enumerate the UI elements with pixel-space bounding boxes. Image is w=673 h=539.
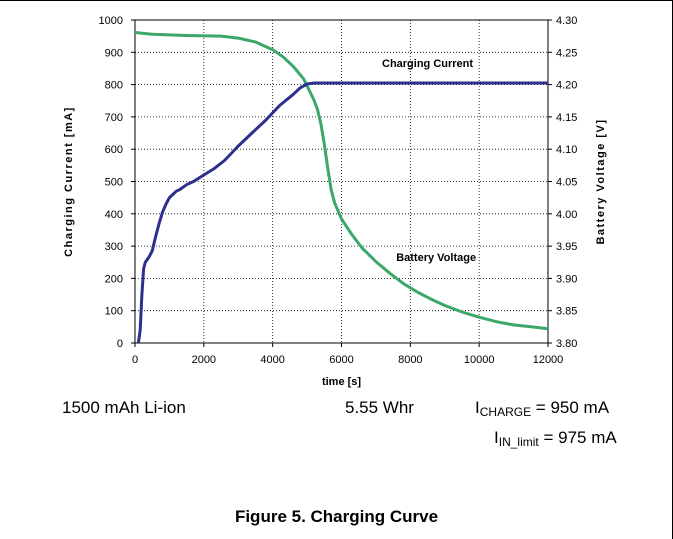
- i-in-limit-spec: IIN_limit = 975 mA: [494, 428, 617, 449]
- energy-spec: 5.55 Whr: [345, 398, 414, 417]
- figure-frame-top: [0, 0, 673, 1]
- annotation-1: Battery Voltage: [396, 252, 476, 264]
- y-right-tick-label: 4.30: [556, 15, 577, 27]
- annotation-0: Charging Current: [382, 58, 473, 70]
- i-charge-symbol: I: [475, 398, 480, 417]
- y-left-tick-label: 200: [105, 273, 123, 285]
- y-left-tick-label: 0: [117, 338, 123, 350]
- x-tick-label: 2000: [192, 354, 216, 366]
- figure-caption: Figure 5. Charging Curve: [234, 507, 439, 526]
- y-right-tick-label: 3.85: [556, 306, 577, 318]
- y-left-tick-label: 700: [105, 112, 123, 124]
- chart-labels: time [s] Charging Current [mA] Battery Vol…: [63, 58, 607, 388]
- y-right-tick-label: 4.00: [556, 209, 577, 221]
- i-charge-spec: ICHARGE = 950 mA: [475, 398, 609, 419]
- x-tick-label: 0: [132, 354, 138, 366]
- y-right-tick-label: 4.20: [556, 80, 577, 92]
- y-right-tick-label: 3.80: [556, 338, 577, 350]
- x-tick-label: 6000: [329, 354, 353, 366]
- y-right-tick-label: 4.05: [556, 177, 577, 189]
- i-in-subscript: IN_limit: [498, 435, 539, 449]
- y-left-tick-label: 500: [105, 177, 123, 189]
- x-tick-label: 8000: [398, 354, 422, 366]
- y-right-tick-label: 3.95: [556, 241, 577, 253]
- y-left-tick-label: 300: [105, 241, 123, 253]
- y-left-tick-label: 600: [105, 144, 123, 156]
- x-tick-label: 12000: [533, 354, 564, 366]
- y-right-axis-title: Battery Voltage [V]: [595, 118, 607, 244]
- battery-spec: 1500 mAh Li-ion: [62, 398, 186, 417]
- charging-curve-chart: 0 100 200 300 400 500 600 700 800 900 1000 3.80 3.85…: [63, 15, 607, 388]
- y-left-tick-label: 400: [105, 209, 123, 221]
- y-left-tick-label: 100: [105, 306, 123, 318]
- series-line-green: [134, 30, 549, 331]
- chart-grid: [134, 19, 549, 344]
- i-in-value: = 975 mA: [538, 428, 617, 447]
- y-left-tick-label: 900: [105, 47, 123, 59]
- chart-ticks: 0 100 200 300 400 500 600 700 800 900 1000 3.80 3.85…: [99, 15, 578, 366]
- y-right-tick-label: 4.15: [556, 112, 577, 124]
- i-charge-value: = 950 mA: [531, 398, 610, 417]
- y-right-tick-label: 3.90: [556, 273, 577, 285]
- x-tick-label: 10000: [464, 354, 495, 366]
- y-left-tick-label: 800: [105, 80, 123, 92]
- y-left-axis-title: Charging Current [mA]: [63, 106, 75, 257]
- y-left-tick-label: 1000: [99, 15, 123, 27]
- y-right-tick-label: 4.10: [556, 144, 577, 156]
- i-charge-subscript: CHARGE: [479, 405, 532, 419]
- x-axis-title: time [s]: [322, 376, 361, 388]
- y-right-tick-label: 4.25: [556, 47, 577, 59]
- x-tick-label: 4000: [260, 354, 284, 366]
- i-in-symbol: I: [494, 428, 499, 447]
- series-line-blue: [136, 81, 548, 344]
- chart-series: [134, 30, 549, 344]
